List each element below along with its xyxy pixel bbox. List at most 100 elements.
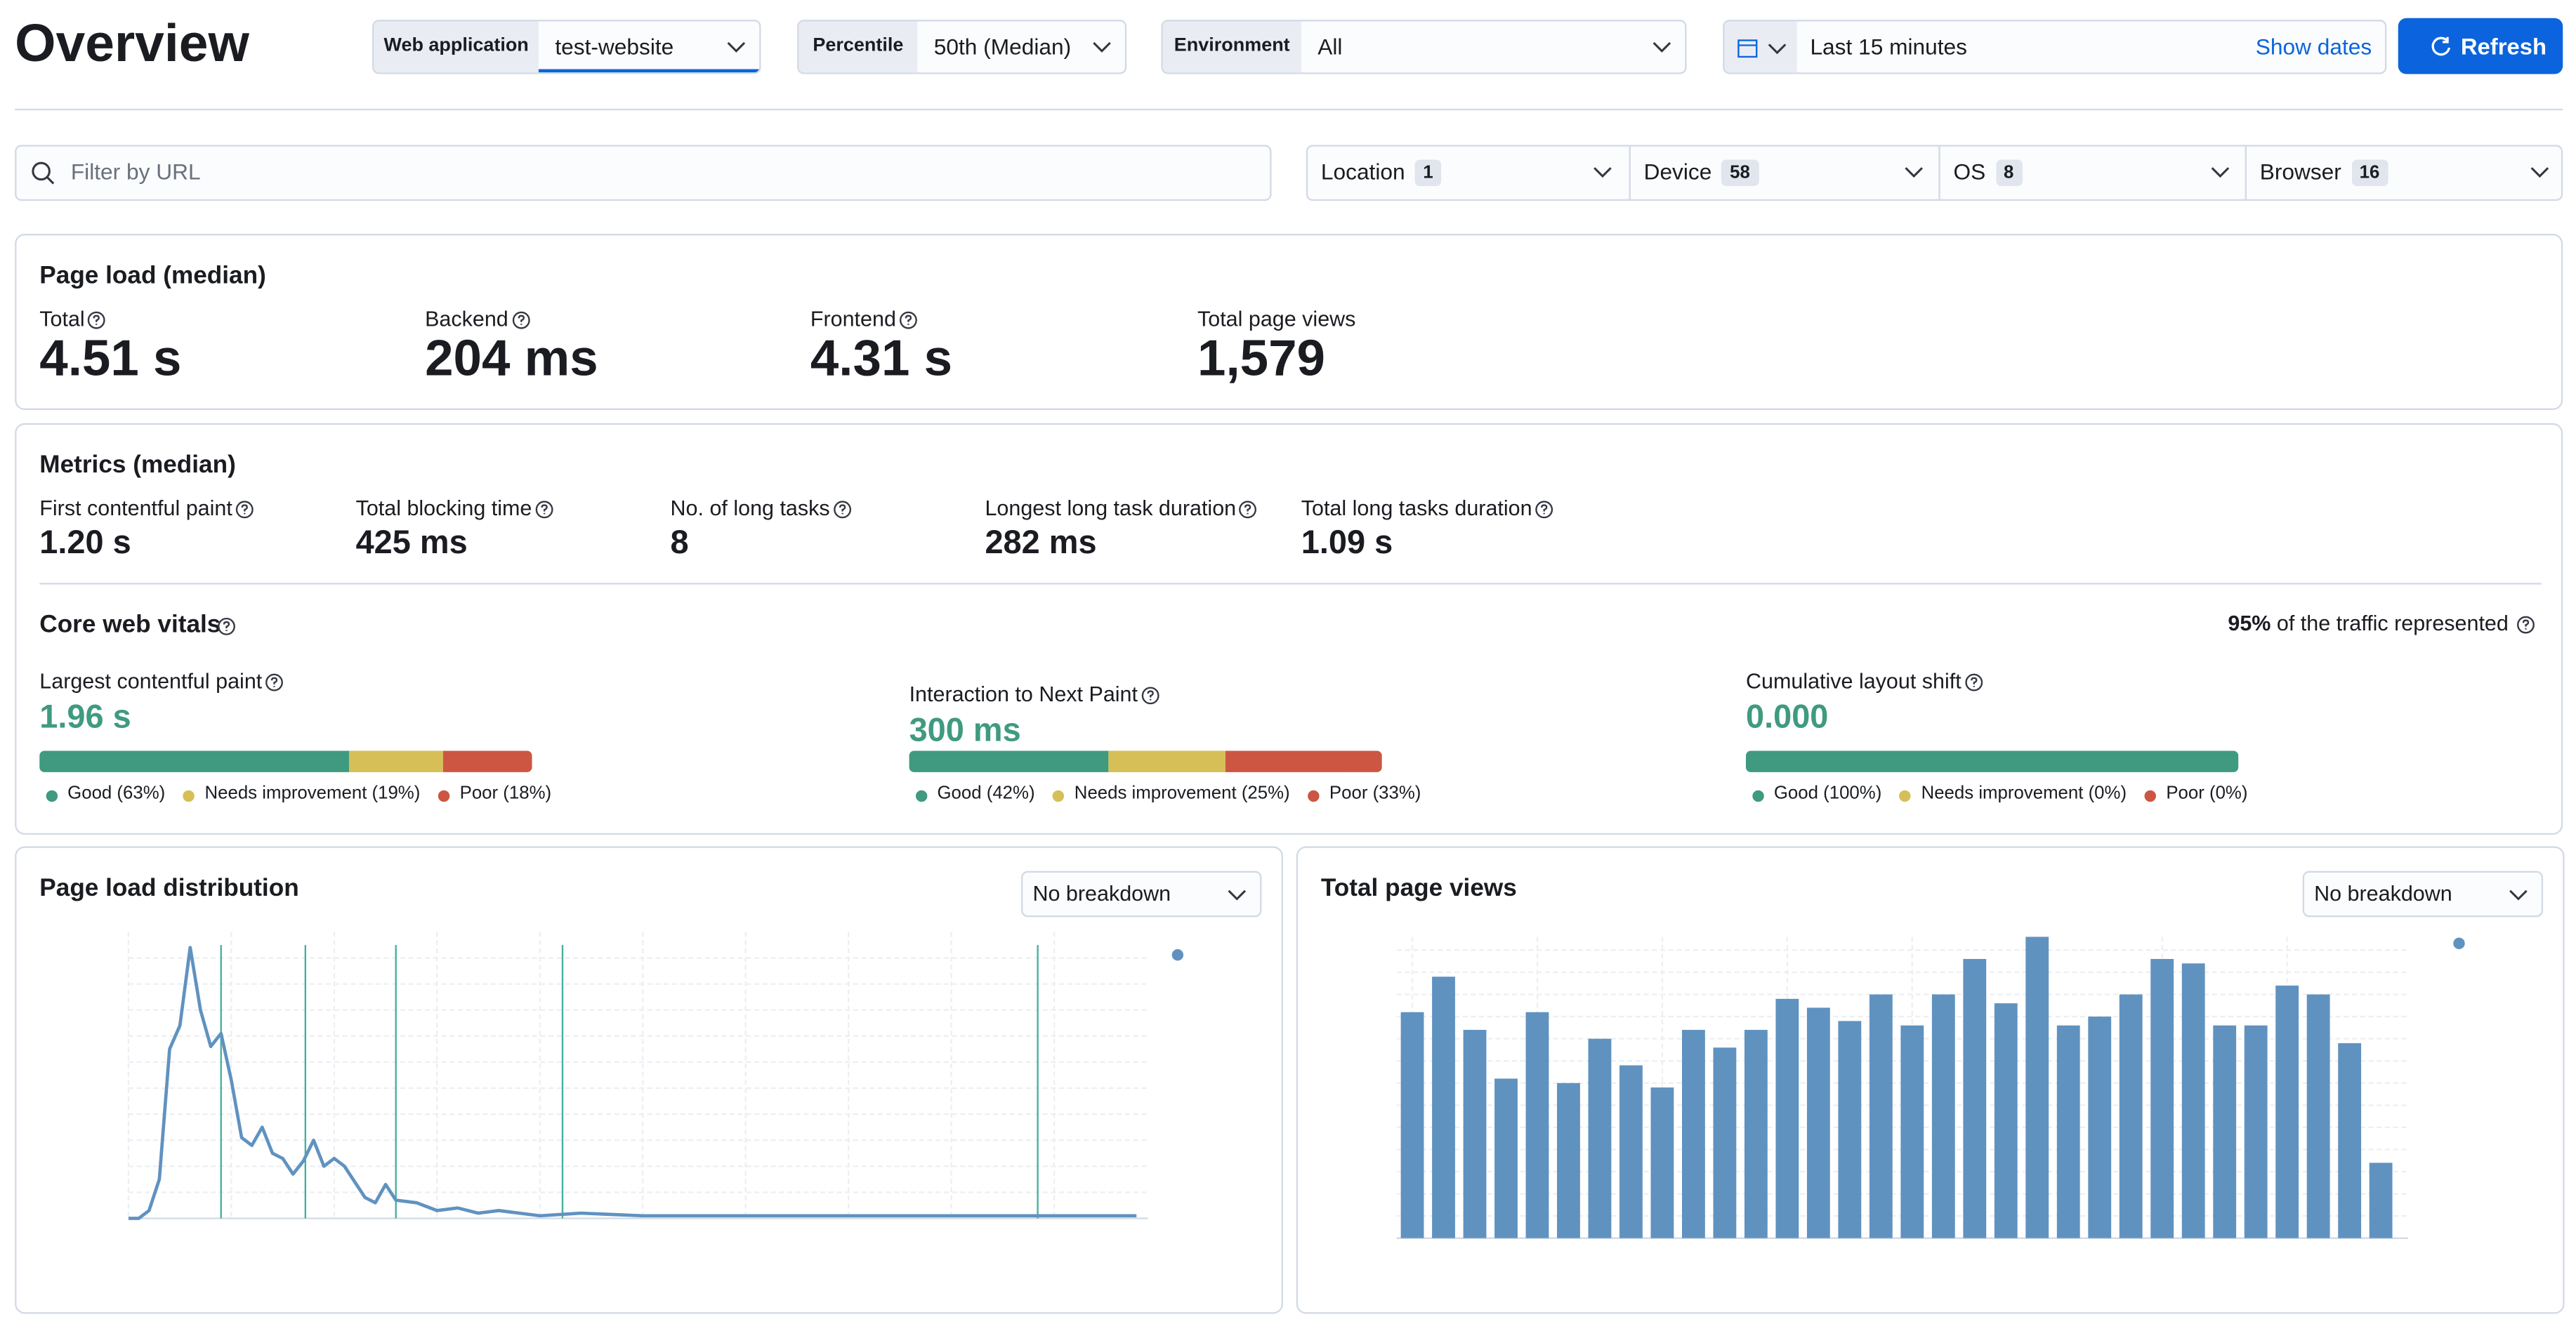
legend-label: Needs improvement (0%)	[1921, 783, 2127, 804]
legend-label: Poor (0%)	[2166, 783, 2248, 804]
bar	[1494, 1078, 1518, 1238]
bar	[1963, 959, 1987, 1238]
filter-select[interactable]: Percentile 50th (Median)	[797, 20, 1127, 74]
panel: Page load distribution No breakdown	[15, 846, 1283, 1314]
divider	[15, 108, 2563, 111]
facet-select[interactable]: OS 8	[1938, 146, 2245, 199]
search-lens	[32, 161, 51, 181]
chevron	[1593, 167, 1612, 178]
help-circle	[2517, 616, 2535, 634]
url-search[interactable]: Filter by URL	[15, 145, 1272, 201]
breakdown-value: No breakdown	[2314, 880, 2452, 906]
legend-label: Good (100%)	[1773, 783, 1882, 804]
help-icon	[235, 501, 254, 519]
filter-label: Percentile	[799, 21, 918, 73]
legend-marker	[1171, 949, 1184, 961]
help-icon	[1240, 501, 1258, 519]
vital-label: Cumulative layout shift	[1745, 668, 1961, 694]
bar	[2306, 994, 2330, 1238]
metric-label: Total blocking time	[355, 495, 532, 521]
help-mark	[93, 315, 100, 325]
help-circle	[1964, 673, 1983, 691]
panel-title: Metrics (median)	[39, 451, 236, 479]
filter-select[interactable]: Environment All	[1161, 20, 1687, 74]
chevron	[1228, 889, 1247, 901]
facet-select[interactable]: Device 58	[1629, 146, 1938, 199]
help-mark	[271, 677, 278, 687]
vital-label: Interaction to Next Paint	[909, 681, 1138, 707]
vital-segment	[1225, 750, 1382, 772]
bar	[1931, 994, 1955, 1238]
metric-label: Total long tasks duration	[1301, 495, 1532, 521]
refresh-icon	[2431, 37, 2451, 56]
refresh-arrow	[2431, 37, 2451, 56]
metric-value: 282 ms	[985, 525, 1097, 562]
facet-label: OS	[1953, 159, 1986, 185]
bar	[1838, 1021, 1862, 1238]
date-picker[interactable]: Last 15 minutes Show dates	[1723, 20, 2387, 74]
bar	[1806, 1007, 1830, 1238]
breakdown-select[interactable]: No breakdown	[2302, 871, 2544, 918]
bar	[2150, 959, 2174, 1238]
bar	[1588, 1038, 1612, 1238]
metric-value: 8	[670, 525, 689, 562]
chevron	[2211, 167, 2230, 178]
legend-label: Poor (18%)	[459, 783, 552, 804]
stat-value: 1,579	[1197, 329, 1325, 388]
vital-value: 1.96 s	[39, 699, 131, 736]
bar	[1869, 994, 1893, 1238]
stat-value: 204 ms	[425, 329, 598, 388]
traffic-text: of the traffic represented	[2271, 611, 2509, 636]
help-mark	[1244, 504, 1252, 515]
chevron-icon	[727, 41, 746, 53]
bar	[2275, 985, 2299, 1238]
bar	[1681, 1030, 1705, 1238]
filter-value: All	[1317, 34, 1343, 60]
show-dates[interactable]: Show dates	[2255, 34, 2372, 60]
help-mark	[1146, 690, 1154, 701]
legend-dot	[2144, 790, 2157, 802]
filter-select[interactable]: Web application test-website	[372, 20, 761, 74]
metric-value: 425 ms	[355, 525, 468, 562]
help-circle	[88, 311, 106, 329]
section-title: Core web vitals	[39, 611, 221, 639]
bar	[1713, 1047, 1737, 1238]
help-icon	[2517, 616, 2535, 634]
vital-segment	[1745, 750, 2239, 772]
bar	[2119, 994, 2143, 1238]
help-circle	[833, 501, 851, 519]
chevron-icon	[1905, 167, 1924, 178]
chevron	[1905, 167, 1924, 178]
help-mark	[517, 315, 524, 325]
metric-label: Longest long task duration	[985, 495, 1237, 521]
search-icon	[32, 161, 55, 185]
traffic-note: 95% of the traffic represented	[2228, 611, 2508, 635]
facet-select[interactable]: Location 1	[1308, 147, 1629, 199]
metric-value: 1.20 s	[39, 525, 131, 562]
filter-label: Environment	[1162, 21, 1301, 73]
chevron-icon	[1093, 41, 1111, 53]
help-icon	[218, 617, 235, 635]
bar	[2181, 963, 2205, 1238]
legend-dot	[1900, 790, 1912, 802]
chevron	[1652, 41, 1671, 53]
legend-dot	[1053, 790, 1065, 802]
vital-segment	[1108, 750, 1226, 772]
bar	[1619, 1065, 1643, 1238]
vital-segment	[909, 750, 1108, 772]
vital-value: 300 ms	[909, 713, 1021, 750]
panel-title: Total page views	[1320, 874, 1517, 903]
legend-label: Needs improvement (19%)	[204, 783, 421, 804]
breakdown-select[interactable]: No breakdown	[1021, 871, 1262, 918]
refresh-button[interactable]: Refresh	[2398, 18, 2563, 74]
page-title: Overview	[15, 13, 249, 73]
bar	[1400, 1012, 1424, 1238]
facet-select[interactable]: Browser 16	[2245, 146, 2565, 199]
bar	[1463, 1030, 1487, 1238]
bar	[2088, 1017, 2112, 1238]
divider	[39, 583, 2542, 585]
help-icon	[1535, 501, 1553, 519]
bar	[1525, 1012, 1549, 1238]
breakdown-value: No breakdown	[1032, 880, 1171, 906]
bar	[1744, 1030, 1768, 1238]
